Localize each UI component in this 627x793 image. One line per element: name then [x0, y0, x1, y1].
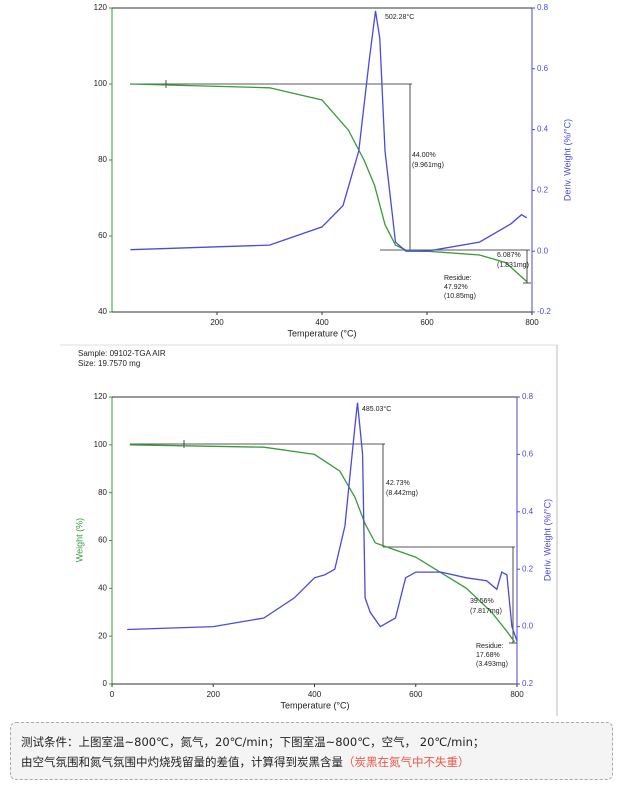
y-tick-label: 80 — [98, 155, 107, 164]
y2-tick-label: 0.2 — [522, 564, 534, 573]
x-tick-label: 600 — [420, 318, 434, 327]
y2-tick-label: 0.8 — [537, 3, 549, 12]
y2-tick-label: 0.8 — [522, 392, 534, 401]
y-tick-label: 40 — [98, 307, 107, 316]
y2-tick-label: 0.0 — [522, 622, 534, 631]
x-axis-title: Temperature (°C) — [280, 700, 349, 710]
annotation: (9.961mg) — [412, 162, 444, 169]
caption: 测试条件：上图室温~800℃，氮气，20℃/min；下图室温~800℃，空气， … — [10, 722, 613, 780]
series-line — [129, 444, 516, 643]
x-tick-label: 400 — [308, 690, 322, 699]
annotation: 17.68% — [476, 652, 500, 659]
y2-tick-label: 0.0 — [537, 246, 549, 255]
y-tick-label: 60 — [98, 231, 107, 240]
y2-tick-label: 0.2 — [537, 186, 549, 195]
annotation: (7.817mg) — [470, 608, 502, 615]
annotation: 47.92% — [444, 284, 468, 291]
x-tick-label: 800 — [525, 318, 539, 327]
series-line — [130, 10, 528, 252]
y-tick-label: 20 — [98, 631, 107, 640]
x-axis-title: Temperature (°C) — [287, 328, 356, 338]
y2-axis-title: Deriv. Weight (%/°C) — [562, 119, 572, 201]
y-tick-label: 0 — [103, 679, 108, 688]
annotation: 44.00% — [412, 152, 436, 159]
y2-tick-label: 0.4 — [522, 507, 534, 516]
x-tick-label: 400 — [315, 318, 329, 327]
y-tick-label: 40 — [98, 583, 107, 592]
annotation: (1.831mg) — [497, 262, 529, 269]
annotation: (8.442mg) — [386, 490, 418, 497]
annotation: 39.56% — [470, 598, 494, 605]
y2-axis-title: Deriv. Weight (%/°C) — [542, 499, 552, 581]
series-line — [130, 83, 528, 283]
annotation: 502.28°C — [385, 13, 414, 21]
x-tick-label: 0 — [110, 690, 115, 699]
series-line — [127, 402, 518, 642]
caption-text: 由空气氛围和氮气氛围中灼烧残留量的差值，计算得到炭黑含量 — [21, 755, 343, 769]
y2-tick-label: 0.6 — [537, 64, 549, 73]
annotation: Residue: — [476, 643, 504, 650]
y-tick-label: 80 — [98, 488, 107, 497]
annotation: 485.03°C — [362, 405, 391, 413]
annotation: 42.73% — [386, 480, 410, 487]
x-tick-label: 200 — [210, 318, 224, 327]
caption-note: （炭黑在氮气中不失重） — [343, 755, 470, 769]
charts: Sample: 09102-TGA AIR Size: 19.7570 mg 2… — [60, 3, 572, 716]
y-tick-label: 120 — [94, 392, 108, 401]
y-tick-label: 100 — [94, 440, 108, 449]
x-tick-label: 800 — [510, 690, 524, 699]
sample: Sample: 09102-TGA AIR — [78, 349, 166, 358]
y2-tick-label: -0.2 — [537, 307, 551, 316]
y-tick-label: 100 — [94, 79, 108, 88]
x-tick-label: 600 — [409, 690, 423, 699]
y-tick-label: 60 — [98, 536, 107, 545]
annotation: Residue: — [444, 275, 472, 282]
y-tick-label: 120 — [94, 3, 108, 12]
annotation: (3.493mg) — [476, 661, 508, 668]
annotation: 6.087% — [497, 252, 521, 259]
x-tick-label: 200 — [207, 690, 221, 699]
y2-tick-label: 0.2 — [522, 679, 534, 688]
y2-tick-label: 0.6 — [522, 450, 534, 459]
caption-line: 由空气氛围和氮气氛围中灼烧残留量的差值，计算得到炭黑含量（炭黑在氮气中不失重） — [21, 752, 602, 772]
caption-line: 测试条件：上图室温~800℃，氮气，20℃/min；下图室温~800℃，空气， … — [21, 735, 485, 749]
sample-size: Size: 19.7570 mg — [78, 359, 140, 368]
annotation: (10.85mg) — [444, 293, 476, 300]
y2-tick-label: 0.4 — [537, 125, 549, 134]
y-axis-title: Weight (%) — [74, 518, 84, 562]
